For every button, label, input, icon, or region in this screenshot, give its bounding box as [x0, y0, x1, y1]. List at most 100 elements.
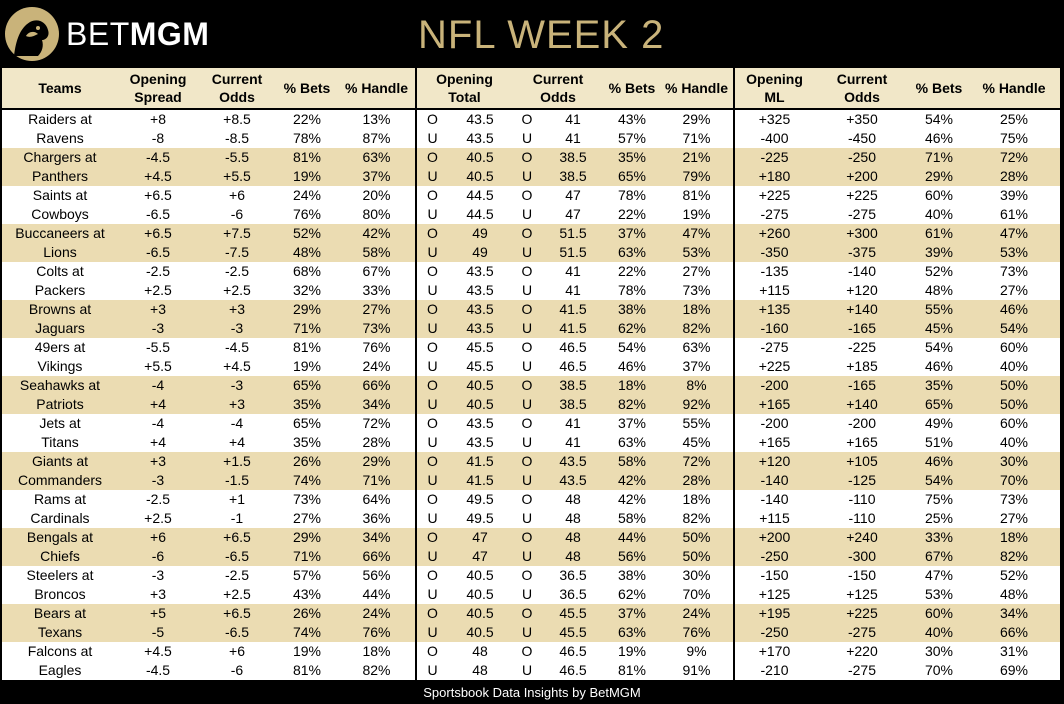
cell-pct-bets: 58% [604, 452, 660, 471]
cell-opening-spread: -6.5 [118, 243, 198, 262]
cell-team: Steelers at [2, 566, 118, 585]
cell-ou-open: O [416, 414, 448, 433]
cell-opening-ml: +180 [734, 167, 814, 186]
cell-pct-bets: 35% [604, 148, 660, 167]
cell-pct-handle: 92% [660, 395, 735, 414]
cell-pct-handle: 25% [968, 109, 1060, 129]
cell-opening-total: 43.5 [448, 414, 512, 433]
table-row: Chargers at -4.5 -5.5 81% 63% O 40.5 O 38.5 35% 21… [2, 148, 1060, 167]
cell-current-spread: +5.5 [198, 167, 276, 186]
cell-pct-bets: 71% [276, 547, 338, 566]
cell-opening-total: 43.5 [448, 281, 512, 300]
cell-ou-current: O [512, 376, 542, 395]
table-row: Chiefs -6 -6.5 71% 66% U 47 U 48 56% 50% -250 -300 67… [2, 547, 1060, 566]
column-header-line: Odds [219, 89, 255, 105]
cell-team: Raiders at [2, 109, 118, 129]
cell-ou-current: U [512, 395, 542, 414]
cell-pct-handle: 27% [660, 262, 735, 281]
cell-pct-handle: 76% [338, 623, 417, 642]
cell-pct-bets: 19% [276, 167, 338, 186]
cell-pct-bets: 63% [604, 243, 660, 262]
table-row: Broncos +3 +2.5 43% 44% U 40.5 U 36.5 62% 70% +125 +… [2, 585, 1060, 604]
cell-pct-handle: 29% [338, 452, 417, 471]
cell-ou-open: U [416, 547, 448, 566]
column-header-opening-ml: Opening ML [734, 68, 814, 110]
cell-pct-bets: 54% [910, 109, 968, 129]
cell-current-spread: +6.5 [198, 604, 276, 623]
cell-opening-spread: +3 [118, 585, 198, 604]
cell-pct-bets: 81% [604, 661, 660, 680]
cell-opening-total: 40.5 [448, 566, 512, 585]
column-header-pct-handle-spread: % Handle [338, 68, 417, 110]
cell-team: Chargers at [2, 148, 118, 167]
cell-opening-total: 40.5 [448, 585, 512, 604]
cell-ou-current: O [512, 338, 542, 357]
cell-current-total: 38.5 [542, 167, 604, 186]
table-row: Packers +2.5 +2.5 32% 33% U 43.5 U 41 78% 73% +115 +… [2, 281, 1060, 300]
cell-team: Vikings [2, 357, 118, 376]
table-row: Vikings +5.5 +4.5 19% 24% U 45.5 U 46.5 46% 37% +22… [2, 357, 1060, 376]
cell-team: Jets at [2, 414, 118, 433]
cell-current-ml: -125 [814, 471, 910, 490]
cell-current-spread: +4.5 [198, 357, 276, 376]
cell-ou-current: U [512, 661, 542, 680]
table-header: Teams Opening Spread Current Odds % Bets % Han… [2, 68, 1060, 110]
column-header-line: ML [764, 89, 785, 105]
cell-team: Buccaneers at [2, 224, 118, 243]
table-row: Buccaneers at +6.5 +7.5 52% 42% O 49 O 51.5 37% 47… [2, 224, 1060, 243]
cell-ou-current: U [512, 243, 542, 262]
cell-pct-handle: 70% [660, 585, 735, 604]
cell-opening-spread: +6.5 [118, 224, 198, 243]
cell-opening-ml: +120 [734, 452, 814, 471]
cell-current-total: 36.5 [542, 585, 604, 604]
cell-pct-bets: 54% [910, 338, 968, 357]
cell-ou-open: U [416, 167, 448, 186]
cell-team: Patriots [2, 395, 118, 414]
cell-pct-handle: 13% [338, 109, 417, 129]
cell-pct-handle: 66% [338, 547, 417, 566]
cell-pct-handle: 70% [968, 471, 1060, 490]
cell-opening-ml: +260 [734, 224, 814, 243]
cell-current-spread: +3 [198, 395, 276, 414]
cell-ou-current: O [512, 186, 542, 205]
cell-pct-handle: 28% [968, 167, 1060, 186]
cell-pct-handle: 53% [660, 243, 735, 262]
cell-team: Seahawks at [2, 376, 118, 395]
cell-current-ml: -110 [814, 490, 910, 509]
cell-opening-spread: +5.5 [118, 357, 198, 376]
column-header-line: Opening [436, 71, 493, 87]
cell-pct-bets: 48% [276, 243, 338, 262]
cell-current-spread: +6 [198, 186, 276, 205]
cell-pct-bets: 24% [276, 186, 338, 205]
cell-current-ml: -140 [814, 262, 910, 281]
cell-pct-bets: 43% [276, 585, 338, 604]
cell-current-total: 38.5 [542, 148, 604, 167]
cell-current-total: 38.5 [542, 395, 604, 414]
cell-pct-handle: 55% [660, 414, 735, 433]
cell-current-total: 46.5 [542, 357, 604, 376]
cell-ou-current: U [512, 471, 542, 490]
cell-pct-handle: 71% [338, 471, 417, 490]
cell-ou-current: O [512, 604, 542, 623]
cell-opening-total: 49 [448, 243, 512, 262]
cell-current-ml: -110 [814, 509, 910, 528]
cell-pct-handle: 31% [968, 642, 1060, 661]
cell-pct-handle: 40% [968, 433, 1060, 452]
cell-opening-total: 49 [448, 224, 512, 243]
cell-opening-ml: +195 [734, 604, 814, 623]
cell-current-spread: +4 [198, 433, 276, 452]
cell-team: Giants at [2, 452, 118, 471]
cell-pct-handle: 63% [660, 338, 735, 357]
brand-logo-text: BETMGM [66, 16, 209, 52]
cell-pct-bets: 58% [604, 509, 660, 528]
cell-current-total: 45.5 [542, 623, 604, 642]
cell-pct-bets: 33% [910, 528, 968, 547]
cell-pct-bets: 26% [276, 604, 338, 623]
cell-pct-bets: 48% [910, 281, 968, 300]
cell-ou-current: U [512, 281, 542, 300]
cell-current-ml: -150 [814, 566, 910, 585]
cell-pct-bets: 82% [604, 395, 660, 414]
cell-pct-bets: 44% [604, 528, 660, 547]
cell-pct-bets: 63% [604, 433, 660, 452]
cell-pct-handle: 91% [660, 661, 735, 680]
